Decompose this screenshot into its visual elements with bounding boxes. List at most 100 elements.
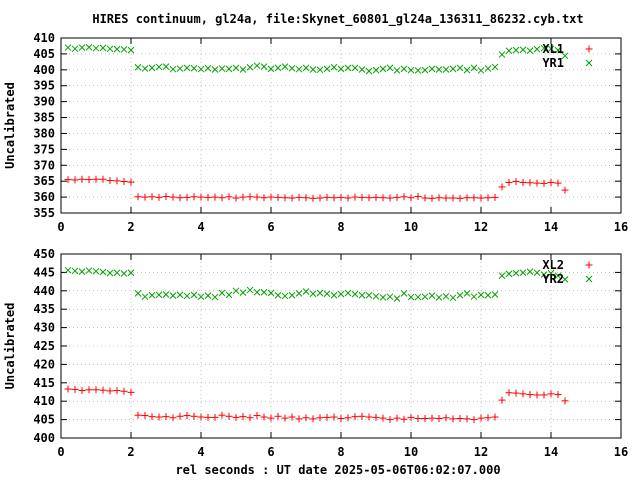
- data-point: [134, 193, 142, 201]
- data-point: [176, 194, 184, 202]
- data-point: [176, 412, 184, 420]
- data-point: [267, 414, 275, 422]
- point-stroke: [547, 45, 555, 53]
- point-stroke: [197, 65, 205, 73]
- data-point: [183, 193, 191, 201]
- data-point: [281, 63, 289, 70]
- point-stroke: [393, 67, 401, 74]
- data-point: [316, 66, 324, 74]
- point-stroke: [253, 62, 261, 70]
- data-point: [85, 43, 93, 51]
- data-point: [225, 291, 233, 299]
- data-point: [127, 46, 135, 54]
- point-stroke: [92, 44, 100, 52]
- point-stroke: [162, 63, 170, 70]
- point-stroke: [204, 292, 212, 299]
- data-point: [533, 45, 541, 53]
- data-point: [239, 193, 247, 201]
- data-point: [456, 194, 464, 202]
- data-point: [64, 44, 72, 51]
- data-point: [169, 414, 177, 422]
- data-point: [372, 413, 380, 421]
- point-stroke: [190, 291, 198, 299]
- data-point: [400, 65, 408, 73]
- data-point: [505, 178, 513, 186]
- point-stroke: [260, 63, 268, 70]
- data-point: [64, 176, 72, 184]
- point-stroke: [239, 289, 247, 296]
- x-tick-label: 12: [474, 445, 488, 459]
- point-stroke: [512, 269, 520, 277]
- data-point: [512, 46, 520, 54]
- data-point: [281, 194, 289, 202]
- data-point: [337, 193, 345, 201]
- data-point: [260, 413, 268, 421]
- data-point: [477, 67, 485, 74]
- data-point: [533, 269, 541, 277]
- point-stroke: [211, 293, 219, 301]
- data-point: [330, 194, 338, 202]
- point-stroke: [358, 66, 366, 73]
- point-stroke: [148, 291, 156, 299]
- data-point: [470, 64, 478, 72]
- data-point: [379, 414, 387, 422]
- point-stroke: [183, 64, 191, 72]
- data-point: [127, 178, 135, 186]
- data-point: [288, 194, 296, 202]
- data-point: [176, 291, 184, 299]
- data-point: [386, 194, 394, 202]
- point-stroke: [211, 66, 219, 73]
- data-point: [148, 64, 156, 72]
- data-point: [414, 414, 422, 422]
- point-stroke: [379, 65, 387, 73]
- data-point: [78, 268, 86, 276]
- data-point: [456, 414, 464, 422]
- point-stroke: [540, 271, 548, 278]
- data-point: [288, 413, 296, 421]
- data-point: [344, 64, 352, 72]
- data-point: [358, 291, 366, 299]
- data-point: [470, 194, 478, 202]
- data-point: [533, 391, 541, 399]
- data-point: [246, 63, 254, 71]
- data-point: [162, 192, 170, 200]
- point-stroke: [463, 66, 471, 74]
- point-stroke: [407, 293, 415, 301]
- data-point: [141, 412, 149, 420]
- data-point: [554, 391, 562, 399]
- point-stroke: [456, 291, 464, 299]
- data-point: [106, 387, 114, 395]
- point-stroke: [267, 65, 275, 73]
- data-point: [484, 414, 492, 422]
- y-tick-label: 435: [33, 302, 55, 316]
- point-stroke: [106, 269, 114, 277]
- point-stroke: [477, 291, 485, 299]
- data-point: [155, 63, 163, 71]
- y-tick-label: 420: [33, 357, 55, 371]
- data-point: [547, 390, 555, 398]
- data-point: [498, 183, 506, 191]
- data-point: [540, 44, 548, 52]
- point-stroke: [232, 287, 240, 295]
- point-stroke: [71, 267, 79, 275]
- point-stroke: [323, 65, 331, 73]
- data-point: [183, 292, 191, 300]
- data-point: [225, 65, 233, 73]
- x-tick-label: 16: [614, 220, 628, 234]
- point-stroke: [533, 269, 541, 277]
- point-stroke: [225, 65, 233, 73]
- data-point: [246, 414, 254, 422]
- point-stroke: [498, 51, 506, 58]
- point-stroke: [533, 45, 541, 53]
- data-point: [393, 295, 401, 302]
- data-point: [295, 193, 303, 201]
- data-point: [141, 293, 149, 301]
- point-stroke: [246, 286, 254, 294]
- point-stroke: [330, 291, 338, 299]
- data-point: [463, 415, 471, 423]
- data-point: [372, 292, 380, 300]
- data-point: [260, 288, 268, 296]
- point-stroke: [561, 52, 569, 60]
- point-stroke: [134, 63, 142, 71]
- data-point: [421, 293, 429, 301]
